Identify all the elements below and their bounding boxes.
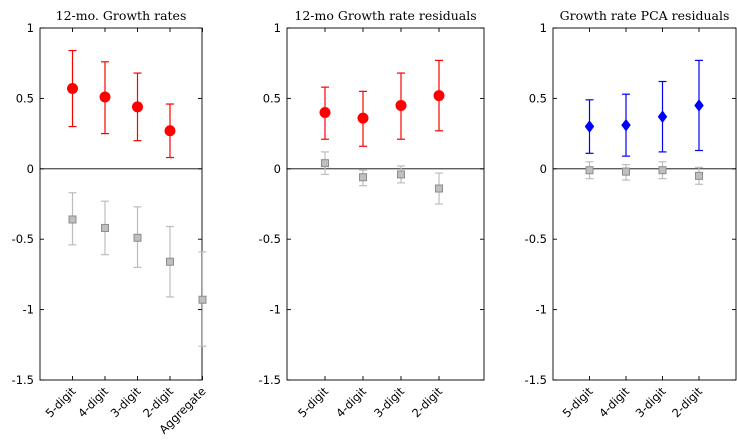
data-point-circle xyxy=(319,106,331,118)
y-tick-label: 1 xyxy=(540,21,547,35)
y-tick-label: -1 xyxy=(270,303,281,317)
x-tick-label: 3-digit xyxy=(371,384,407,420)
data-point-diamond xyxy=(584,120,595,133)
data-point-square xyxy=(133,233,142,242)
chart-panel-1: 10.50-0.5-1-1.55-digit4-digit3-digit2-di… xyxy=(12,8,209,437)
panel-title: Growth rate PCA residuals xyxy=(560,8,730,23)
y-tick-label: 1 xyxy=(27,21,34,35)
data-point-square xyxy=(198,295,207,304)
data-point-square xyxy=(695,171,703,180)
x-tick-label: 5-digit xyxy=(560,384,596,420)
axes-box xyxy=(286,27,485,381)
data-point-diamond xyxy=(657,110,668,124)
series-square xyxy=(321,151,443,205)
y-tick-label: -1 xyxy=(536,303,547,317)
data-point-square xyxy=(658,166,667,175)
x-tick-label: 3-digit xyxy=(108,384,144,420)
x-tick-label: 2-digit xyxy=(669,384,705,420)
data-point-circle xyxy=(164,125,176,137)
data-point-square xyxy=(68,215,77,224)
y-tick-label: -0.5 xyxy=(12,232,34,246)
panel-title: 12-mo. Growth rates xyxy=(56,8,187,23)
axes-box xyxy=(39,27,203,381)
y-tick-label: -0.5 xyxy=(259,232,281,246)
y-tick-label: 1 xyxy=(274,21,281,35)
x-tick-label: 2-digit xyxy=(409,384,445,420)
chart-panel-3: 1 0.5 0 -0.5 -1 -1.5 5-digit 4-digit 3-digit 2-di… xyxy=(525,8,737,420)
y-tick-label: -1.5 xyxy=(259,373,281,387)
series-circle xyxy=(67,49,176,159)
data-point-square xyxy=(585,166,594,175)
data-point-circle xyxy=(433,90,445,102)
y-tick-label: 0.5 xyxy=(16,91,34,105)
panel-title: 12-mo Growth rate residuals xyxy=(294,8,476,23)
y-tick-label: -1.5 xyxy=(12,373,34,387)
data-point-diamond xyxy=(621,118,631,132)
data-point-circle xyxy=(67,83,78,95)
data-point-circle xyxy=(99,91,111,103)
data-point-square xyxy=(359,173,367,182)
x-tick-label: 4-digit xyxy=(596,384,632,420)
data-point-diamond xyxy=(694,99,704,112)
data-point-square xyxy=(321,159,329,168)
y-tick-label: 0 xyxy=(540,162,547,176)
data-point-square xyxy=(622,167,630,176)
y-tick-label: -1 xyxy=(23,303,34,317)
y-tick-label: -0.5 xyxy=(525,232,547,246)
data-point-square xyxy=(166,257,174,266)
data-point-circle xyxy=(132,101,143,113)
y-tick-label: 0 xyxy=(27,162,34,176)
x-tick-label: 3-digit xyxy=(633,384,669,420)
axes-box xyxy=(552,27,737,381)
y-tick-label: -1.5 xyxy=(525,373,547,387)
data-point-circle xyxy=(357,112,369,124)
y-tick-label: 0.5 xyxy=(529,91,547,105)
y-tick-label: 0 xyxy=(274,162,281,176)
x-tick-label: 4-digit xyxy=(333,384,369,420)
series-square xyxy=(68,192,207,347)
x-tick-label: 5-digit xyxy=(43,384,79,420)
data-point-square xyxy=(435,184,443,193)
series-diamond xyxy=(584,59,704,157)
series-circle xyxy=(319,59,445,147)
series-square xyxy=(585,161,703,185)
x-tick-label: 4-digit xyxy=(75,384,111,420)
y-tick-label: 0.5 xyxy=(263,91,281,105)
x-tick-label: 5-digit xyxy=(295,384,331,420)
data-point-circle xyxy=(395,99,407,111)
data-point-square xyxy=(101,223,109,232)
data-point-square xyxy=(397,170,405,179)
chart-panel-2: 1 0.5 0 -0.5 -1 -1.5 5-digit 4-digit 3-digit 2-di… xyxy=(259,8,485,420)
